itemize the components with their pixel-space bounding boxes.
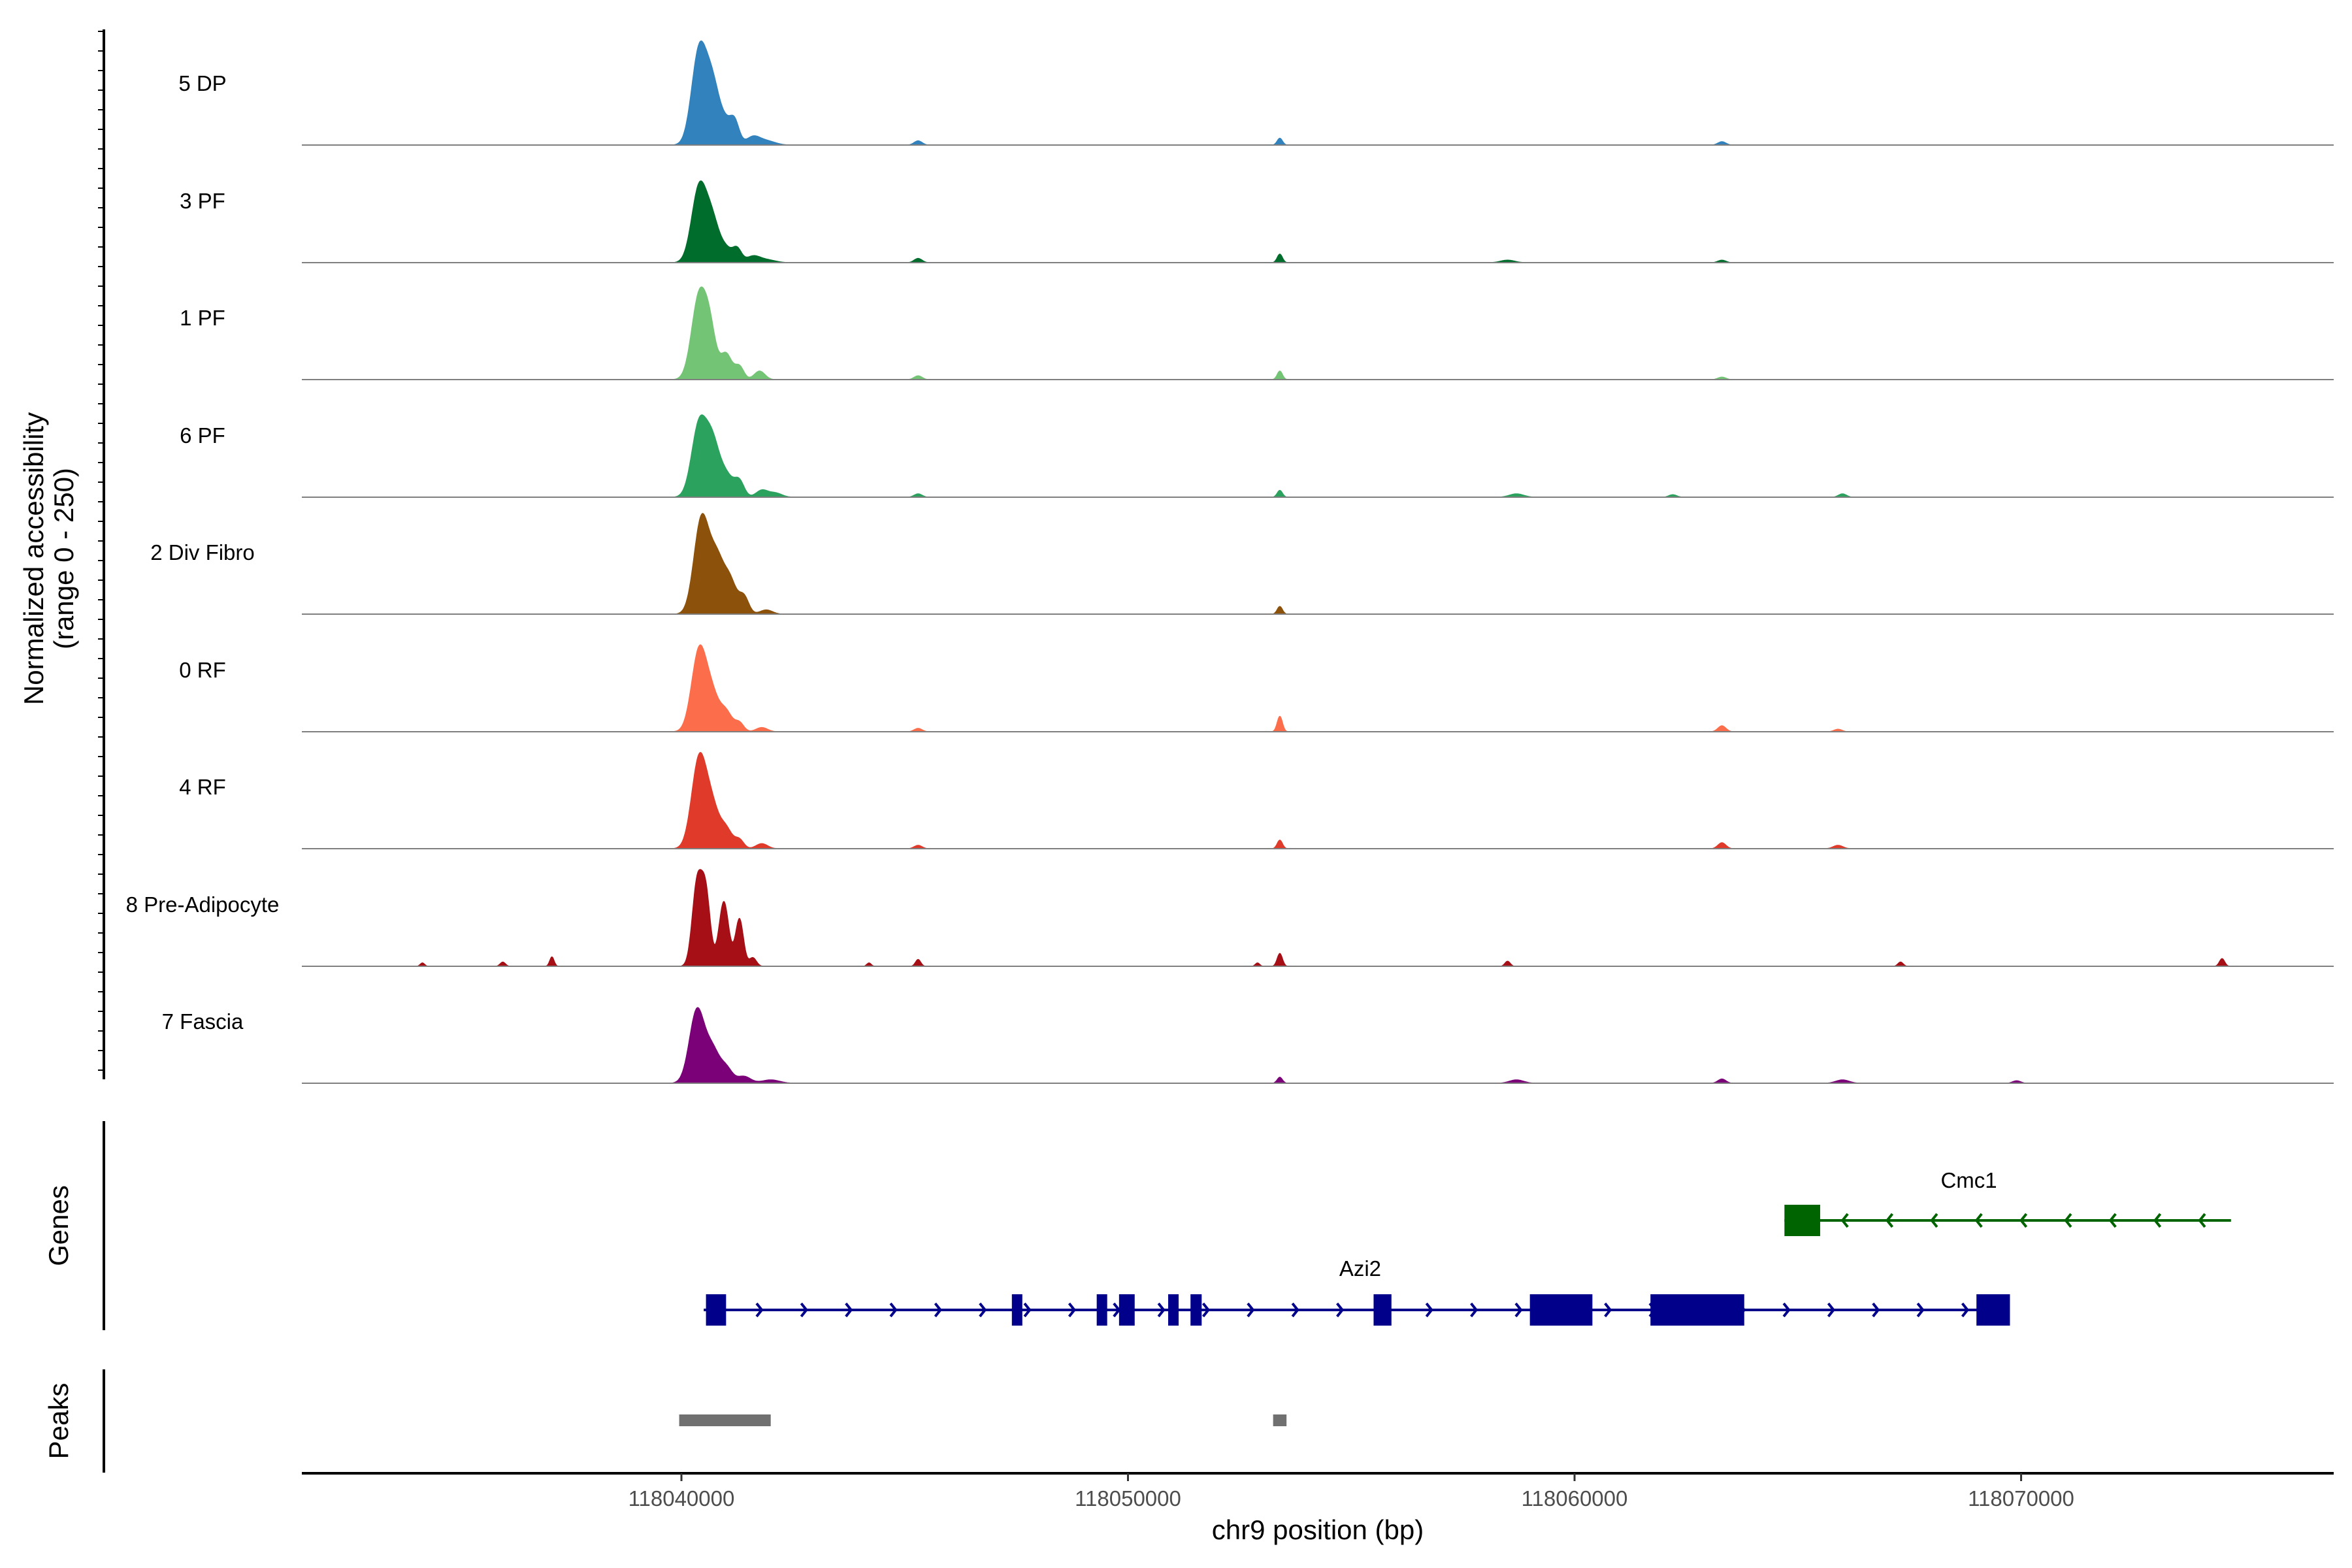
y-axis-title: Normalized accessibility: [18, 412, 49, 705]
x-tick-label: 118060000: [1522, 1486, 1628, 1511]
strand-arrow: [1291, 1302, 1299, 1318]
exon: [1168, 1294, 1179, 1326]
exon: [1650, 1294, 1744, 1326]
x-tick-label: 118050000: [1075, 1486, 1181, 1511]
coverage-area: [315, 414, 2240, 498]
strand-arrow: [800, 1302, 808, 1318]
strand-arrow: [2198, 1213, 2206, 1228]
coverage-area: [315, 513, 2240, 615]
track-label: 6 PF: [180, 423, 225, 448]
gene-azi2: Azi2: [704, 1256, 2010, 1326]
strand-arrow: [1247, 1302, 1255, 1318]
track-label: 1 PF: [180, 306, 225, 330]
strand-arrow: [1885, 1213, 1894, 1228]
strand-arrow: [1157, 1302, 1166, 1318]
strand-arrow: [1872, 1302, 1880, 1318]
strand-arrow: [2064, 1213, 2072, 1228]
coverage-y-ticks: [98, 31, 104, 1071]
coverage-area: [315, 40, 2240, 146]
coverage-area: [315, 1007, 2240, 1084]
exon: [1011, 1294, 1022, 1326]
track-1: 3 PF: [180, 180, 2334, 263]
strand-arrow: [1023, 1302, 1032, 1318]
exon: [1190, 1294, 1202, 1326]
strand-arrow: [2019, 1213, 2028, 1228]
strand-arrow: [2153, 1213, 2162, 1228]
strand-arrow: [1930, 1213, 1938, 1228]
track-label: 2 Div Fibro: [150, 540, 255, 564]
exon: [1119, 1294, 1135, 1326]
x-tick-label: 118070000: [1968, 1486, 2074, 1511]
strand-arrow: [1604, 1302, 1612, 1318]
exon: [706, 1294, 727, 1326]
strand-arrow: [1961, 1302, 1970, 1318]
genes-panel-label: Genes: [43, 1185, 74, 1266]
strand-arrow: [934, 1302, 942, 1318]
strand-arrow: [845, 1302, 853, 1318]
strand-arrow: [979, 1302, 987, 1318]
coverage-tracks: 5 DP 3 PF 1 PF 6 PF 2 Div Fibro 0 RF 4 RF 8 Pre…: [126, 40, 2334, 1084]
x-tick-label: 118040000: [629, 1486, 735, 1511]
x-axis-title: chr9 position (bp): [1212, 1514, 1424, 1545]
gene-cmc1: Cmc1: [1784, 1168, 2231, 1236]
track-5: 0 RF: [179, 644, 2334, 732]
strand-arrow: [1068, 1302, 1077, 1318]
coverage-area: [315, 286, 2240, 380]
gene-label: Azi2: [1339, 1256, 1381, 1281]
gene-annotations: Cmc1 Azi2: [704, 1168, 2231, 1326]
strand-arrow: [2108, 1213, 2117, 1228]
strand-arrow: [755, 1302, 764, 1318]
track-4: 2 Div Fibro: [150, 513, 2334, 615]
strand-arrow: [1974, 1213, 1983, 1228]
exon: [1373, 1294, 1392, 1326]
strand-arrow: [889, 1302, 898, 1318]
strand-arrow: [1916, 1302, 1925, 1318]
coverage-area: [315, 869, 2240, 967]
track-label: 5 DP: [178, 71, 226, 95]
track-label: 8 Pre-Adipocyte: [126, 892, 280, 917]
track-label: 3 PF: [180, 189, 225, 213]
track-6: 4 RF: [179, 751, 2334, 849]
exon: [1096, 1294, 1107, 1326]
exon: [1529, 1294, 1593, 1326]
peaks-panel-label: Peaks: [43, 1383, 74, 1460]
peak-region: [1273, 1414, 1287, 1426]
track-7: 8 Pre-Adipocyte: [126, 869, 2334, 967]
strand-arrow: [1201, 1302, 1211, 1318]
y-axis-subtitle: (range 0 - 250): [48, 468, 79, 649]
x-axis-ticks: 118040000 118050000 118060000 118070000: [629, 1473, 2074, 1511]
track-label: 0 RF: [179, 658, 226, 682]
strand-arrow: [1782, 1302, 1791, 1318]
gene-label: Cmc1: [1940, 1168, 1997, 1192]
strand-arrow: [1840, 1213, 1849, 1228]
peak-regions: [679, 1414, 1287, 1426]
coverage-area: [315, 180, 2240, 263]
track-3: 6 PF: [180, 414, 2334, 498]
track-2: 1 PF: [180, 286, 2334, 380]
track-8: 7 Fascia: [162, 1007, 2334, 1084]
strand-arrow: [1827, 1302, 1836, 1318]
track-0: 5 DP: [178, 40, 2334, 146]
strand-arrow: [1514, 1302, 1523, 1318]
track-label: 4 RF: [179, 775, 226, 799]
strand-arrow: [1336, 1302, 1345, 1318]
strand-arrow: [1425, 1302, 1433, 1318]
exon: [1976, 1294, 2010, 1326]
exon: [1784, 1205, 1820, 1236]
track-label: 7 Fascia: [162, 1009, 244, 1034]
peak-region: [679, 1414, 771, 1426]
strand-arrow: [1470, 1302, 1478, 1318]
coverage-area: [315, 751, 2240, 849]
coverage-area: [315, 644, 2240, 732]
